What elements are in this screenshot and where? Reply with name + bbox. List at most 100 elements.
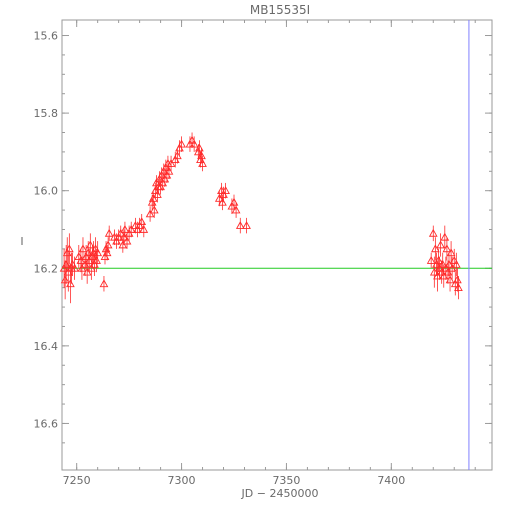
x-tick-label: 7400 bbox=[377, 474, 405, 487]
triangle-marker bbox=[231, 205, 241, 214]
data-point bbox=[189, 136, 199, 152]
data-point bbox=[231, 202, 241, 218]
triangle-marker bbox=[93, 248, 103, 257]
chart-title: MB15535I bbox=[250, 3, 310, 17]
data-point bbox=[446, 241, 456, 265]
y-tick-label: 16.2 bbox=[34, 262, 59, 275]
triangle-marker bbox=[195, 143, 204, 152]
data-point bbox=[68, 252, 77, 277]
triangle-marker bbox=[221, 186, 230, 195]
data-point bbox=[139, 221, 149, 238]
triangle-marker bbox=[70, 263, 79, 272]
data-point bbox=[82, 260, 92, 284]
triangle-marker bbox=[153, 190, 162, 198]
triangle-marker bbox=[147, 197, 157, 206]
triangle-marker bbox=[92, 255, 101, 264]
triangle-marker bbox=[66, 279, 75, 288]
data-point bbox=[90, 252, 99, 277]
triangle-marker bbox=[451, 259, 461, 268]
triangle-marker bbox=[440, 232, 450, 241]
data-point bbox=[444, 252, 454, 277]
data-point bbox=[104, 225, 114, 242]
data-point bbox=[453, 268, 462, 292]
triangle-marker bbox=[60, 275, 70, 284]
triangle-marker bbox=[436, 240, 445, 249]
triangle-marker bbox=[78, 244, 88, 253]
triangle-marker bbox=[198, 159, 207, 167]
data-point bbox=[440, 225, 450, 249]
data-point bbox=[221, 182, 230, 199]
data-point bbox=[112, 233, 121, 249]
triangle-marker bbox=[428, 228, 438, 237]
data-point bbox=[454, 276, 463, 300]
data-point bbox=[103, 237, 113, 253]
data-point bbox=[438, 252, 448, 277]
data-point bbox=[101, 241, 111, 257]
x-tick-label: 7350 bbox=[272, 474, 300, 487]
data-point bbox=[166, 155, 176, 172]
triangle-marker bbox=[189, 139, 199, 148]
data-point bbox=[229, 194, 239, 211]
data-point bbox=[120, 221, 130, 238]
data-point bbox=[137, 213, 147, 230]
triangle-marker bbox=[197, 151, 206, 160]
triangle-marker bbox=[229, 197, 239, 206]
triangle-marker bbox=[116, 228, 126, 237]
data-point bbox=[198, 155, 207, 172]
data-point bbox=[87, 256, 96, 280]
plot-frame bbox=[61, 19, 493, 471]
plot-area bbox=[61, 19, 493, 471]
y-axis-label: I bbox=[20, 235, 23, 248]
data-point bbox=[235, 217, 245, 234]
triangle-marker bbox=[235, 221, 245, 229]
data-point bbox=[219, 186, 228, 203]
triangle-marker bbox=[177, 139, 186, 148]
triangle-marker bbox=[149, 205, 159, 214]
data-point bbox=[173, 148, 182, 164]
data-point bbox=[81, 245, 91, 269]
data-point bbox=[91, 237, 100, 261]
triangle-marker bbox=[120, 224, 130, 233]
data-point bbox=[428, 225, 438, 242]
triangle-marker bbox=[126, 224, 136, 233]
triangle-marker bbox=[438, 259, 448, 268]
data-point bbox=[445, 268, 455, 292]
triangle-marker bbox=[431, 244, 440, 253]
triangle-marker bbox=[137, 217, 147, 226]
triangle-marker bbox=[242, 221, 251, 229]
data-point bbox=[442, 237, 452, 261]
data-point bbox=[149, 202, 159, 218]
data-point bbox=[434, 248, 443, 273]
triangle-marker bbox=[99, 279, 109, 288]
triangle-marker bbox=[434, 255, 443, 264]
data-point bbox=[187, 132, 197, 149]
x-axis: 7250 7300 7350 7400 bbox=[63, 20, 476, 487]
triangle-marker bbox=[85, 240, 95, 249]
triangle-marker bbox=[453, 275, 462, 284]
data-point bbox=[145, 206, 155, 222]
triangle-marker bbox=[145, 209, 155, 218]
triangle-marker bbox=[77, 263, 87, 272]
data-point bbox=[99, 276, 109, 292]
triangle-marker bbox=[426, 255, 436, 264]
data-point bbox=[450, 272, 460, 296]
triangle-marker bbox=[139, 224, 149, 233]
data-point bbox=[195, 140, 204, 156]
data-point bbox=[426, 252, 436, 269]
data-point bbox=[92, 248, 101, 273]
data-point bbox=[70, 256, 79, 280]
y-tick-label: 16.6 bbox=[34, 417, 59, 430]
data-point bbox=[431, 237, 440, 261]
data-point bbox=[85, 233, 95, 257]
data-points bbox=[59, 132, 463, 304]
triangle-marker bbox=[119, 232, 129, 241]
x-tick-label: 7300 bbox=[168, 474, 196, 487]
data-point bbox=[63, 252, 73, 292]
y-tick-label: 16.4 bbox=[34, 340, 59, 353]
triangle-marker bbox=[64, 244, 74, 253]
triangle-marker bbox=[166, 159, 176, 167]
triangle-marker bbox=[102, 248, 112, 257]
data-point bbox=[93, 241, 103, 265]
data-point bbox=[170, 151, 180, 168]
